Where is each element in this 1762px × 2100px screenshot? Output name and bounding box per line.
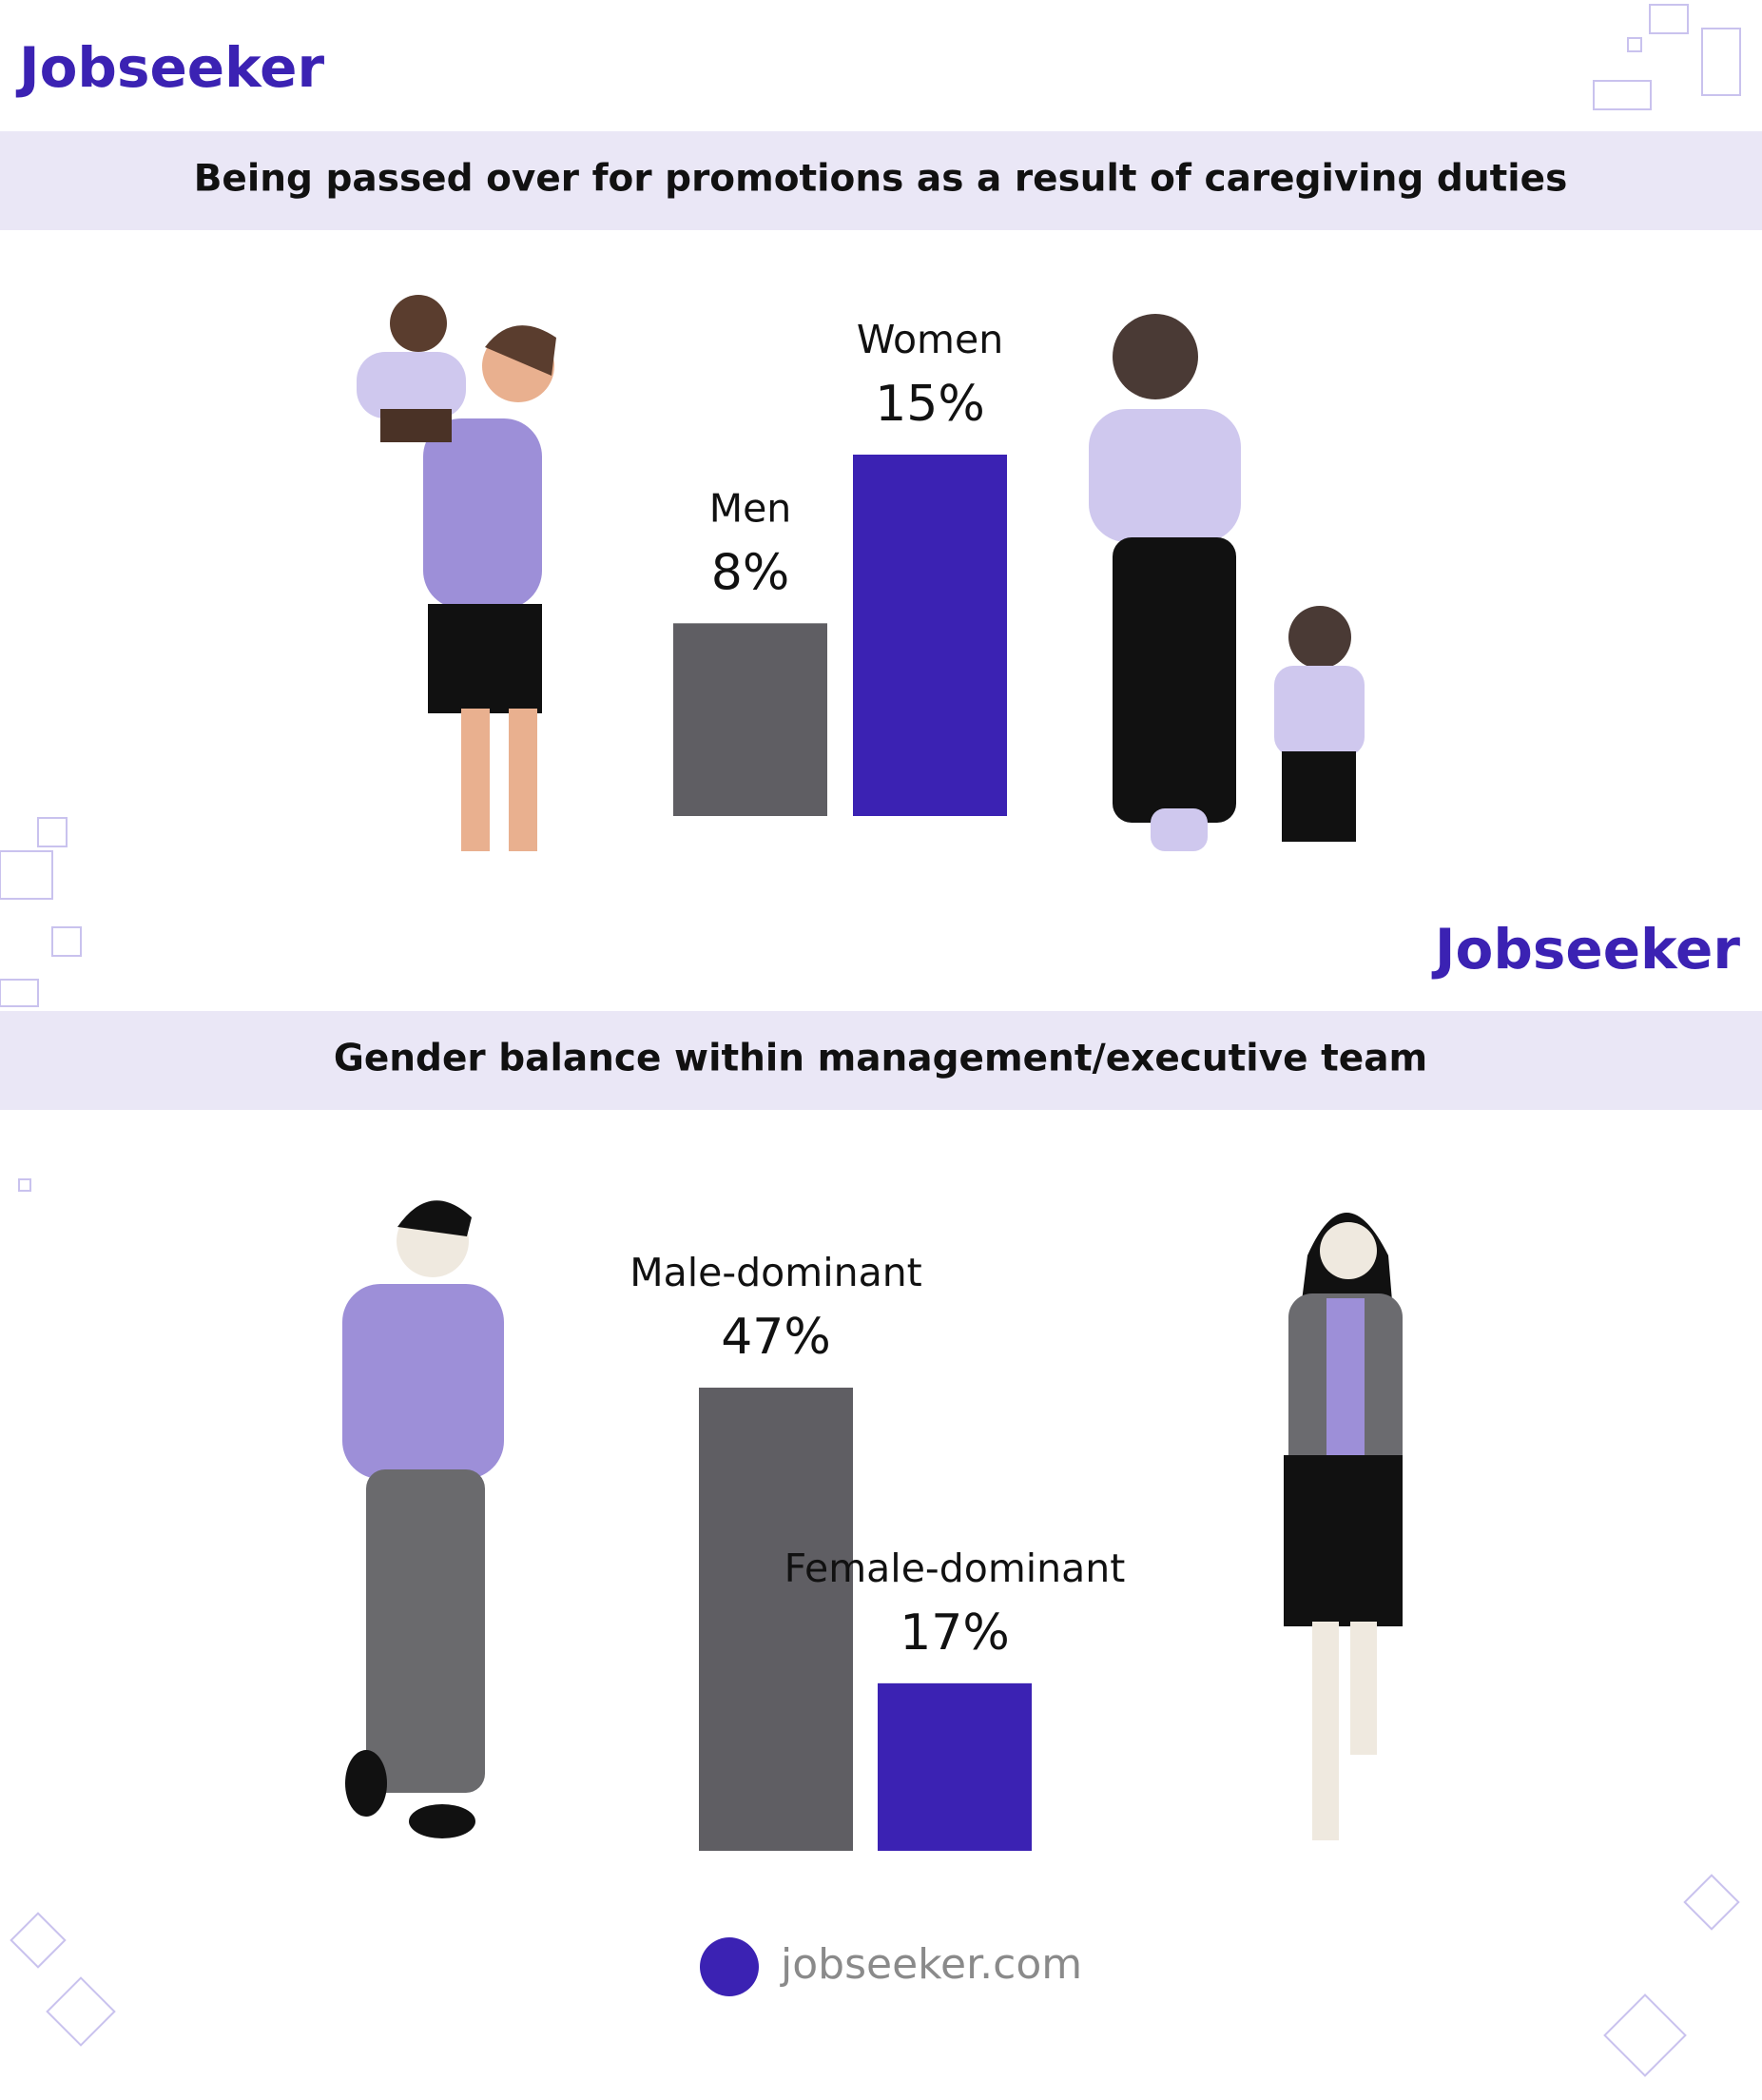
- illustration-mother: [1089, 314, 1365, 851]
- category-label: Female-dominant: [784, 1546, 1126, 1591]
- value-label: 17%: [900, 1604, 1010, 1662]
- illustration-woman: [1284, 1213, 1403, 1840]
- footer-icon: [700, 1937, 759, 1996]
- title-band: [0, 1011, 1762, 1110]
- chart-title: Gender balance within management/executi…: [334, 1038, 1427, 1080]
- footer-url: jobseeker.com: [780, 1940, 1082, 1989]
- category-label: Women: [857, 317, 1003, 362]
- bar: [673, 623, 827, 816]
- value-label: 15%: [875, 376, 985, 433]
- illustration-man: [342, 1200, 504, 1838]
- category-label: Men: [709, 485, 792, 531]
- title-band: [0, 131, 1762, 230]
- value-label: 8%: [711, 544, 790, 601]
- bar: [853, 455, 1007, 816]
- illustration-father: [357, 295, 556, 851]
- bar: [699, 1388, 853, 1851]
- logo: Jobseeker: [15, 35, 324, 100]
- decoration: [0, 4, 1741, 2077]
- value-label: 47%: [721, 1309, 831, 1366]
- chart-title: Being passed over for promotions as a re…: [194, 158, 1568, 201]
- category-label: Male-dominant: [629, 1250, 922, 1295]
- logo: Jobseeker: [1431, 917, 1740, 982]
- bar: [878, 1682, 1032, 1851]
